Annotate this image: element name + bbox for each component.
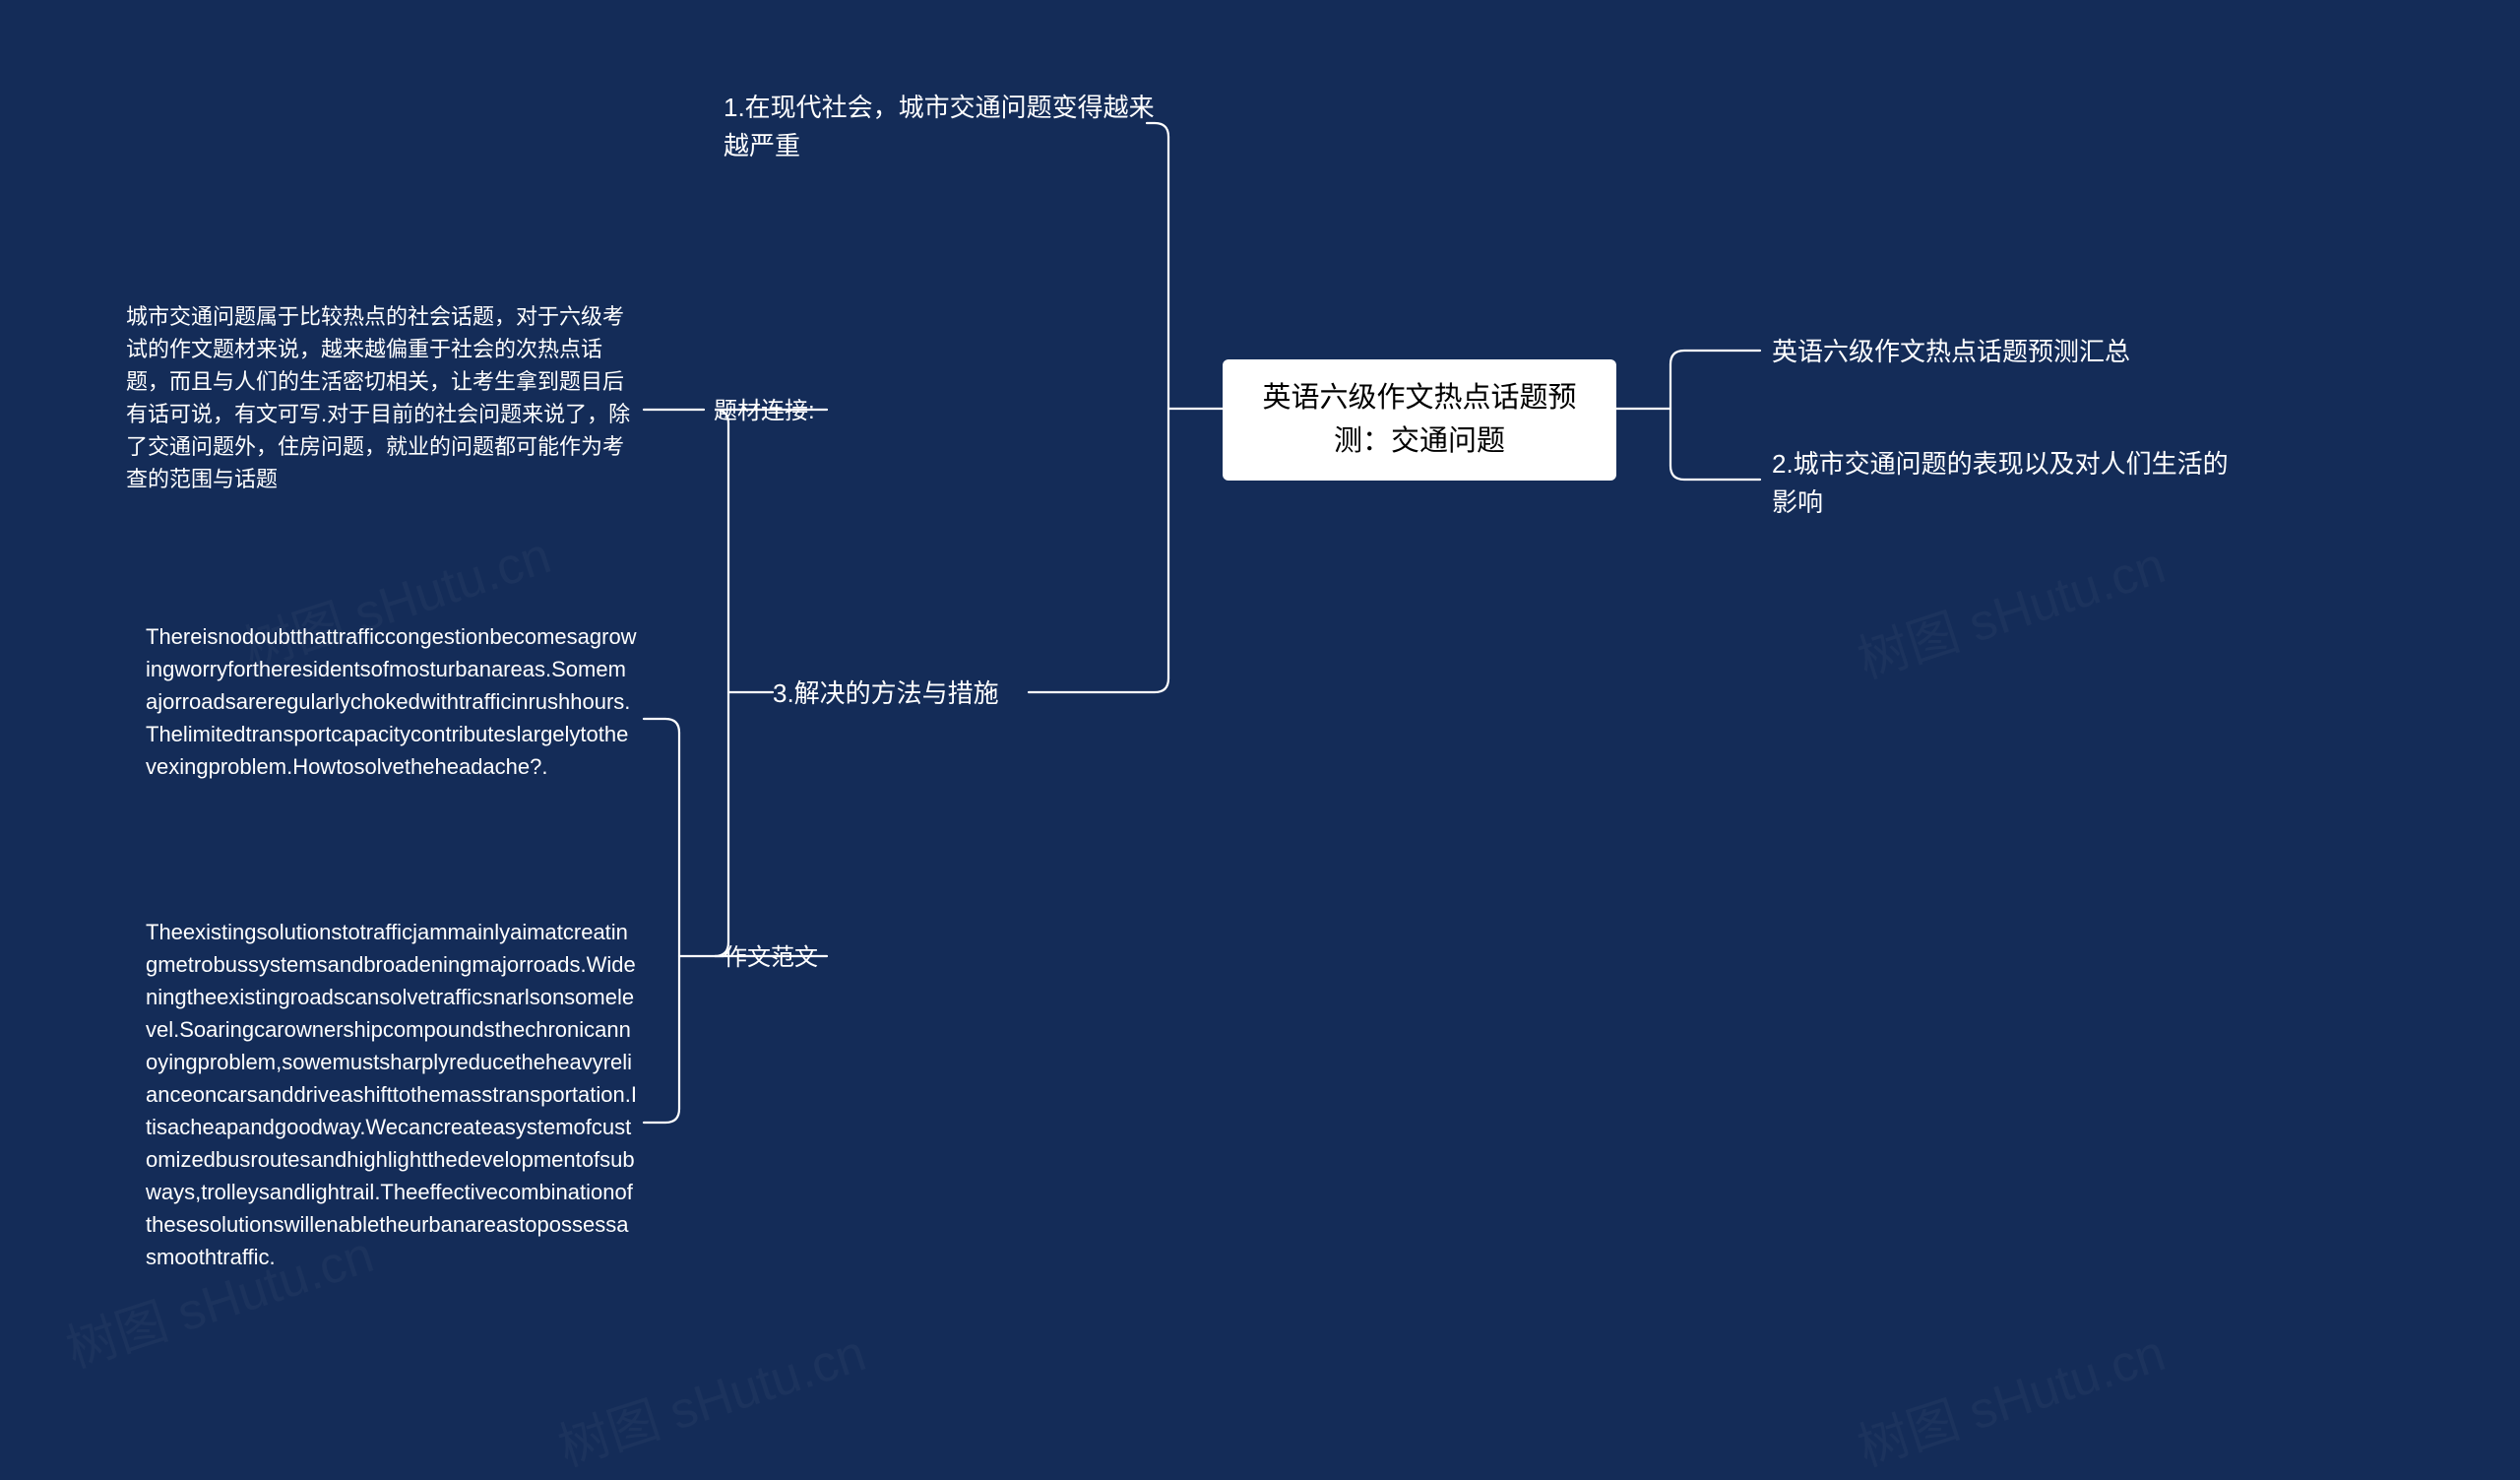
watermark: 树图 sHutu.cn — [547, 1312, 873, 1480]
leaf-node-0: 城市交通问题属于比较热点的社会话题，对于六级考试的作文题材来说，越来越偏重于社会… — [126, 300, 638, 495]
right-branch-1: 2.城市交通问题的表现以及对人们生活的影响 — [1772, 445, 2235, 522]
leaf-node-1-text: Thereisnodoubtthattrafficcongestionbecom… — [146, 624, 637, 779]
root-node: 英语六级作文热点话题预测：交通问题 — [1223, 359, 1616, 481]
right-branch-0: 英语六级作文热点话题预测汇总 — [1772, 333, 2235, 371]
left-branch-1: 3.解决的方法与措施 — [773, 675, 1058, 713]
right-branch-0-text: 英语六级作文热点话题预测汇总 — [1772, 337, 2130, 366]
watermark: 树图 sHutu.cn — [1847, 524, 2173, 692]
mindmap-canvas: 树图 sHutu.cn树图 sHutu.cn树图 sHutu.cn树图 sHut… — [0, 0, 2520, 1435]
leaf-node-0-text: 城市交通问题属于比较热点的社会话题，对于六级考试的作文题材来说，越来越偏重于社会… — [126, 304, 630, 491]
leaf-node-1: Thereisnodoubtthattrafficcongestionbecom… — [146, 620, 638, 783]
root-text: 英语六级作文热点话题预测：交通问题 — [1262, 382, 1576, 457]
right-branch-1-text: 2.城市交通问题的表现以及对人们生活的影响 — [1772, 449, 2229, 517]
sub-branch-1: 作文范文 — [724, 940, 851, 976]
left-branch-0-text: 1.在现代社会，城市交通问题变得越来越严重 — [724, 93, 1155, 161]
leaf-node-2: Theexistingsolutionstotrafficjammainlyai… — [146, 916, 638, 1273]
sub-branch-1-text: 作文范文 — [724, 944, 818, 971]
sub-branch-0-text: 题材连接: — [714, 398, 815, 424]
left-branch-1-text: 3.解决的方法与措施 — [773, 678, 999, 708]
left-branch-0: 1.在现代社会，城市交通问题变得越来越严重 — [724, 89, 1157, 165]
sub-branch-0: 题材连接: — [714, 394, 851, 429]
watermark: 树图 sHutu.cn — [1847, 1312, 2173, 1480]
leaf-node-2-text: Theexistingsolutionstotrafficjammainlyai… — [146, 920, 637, 1269]
